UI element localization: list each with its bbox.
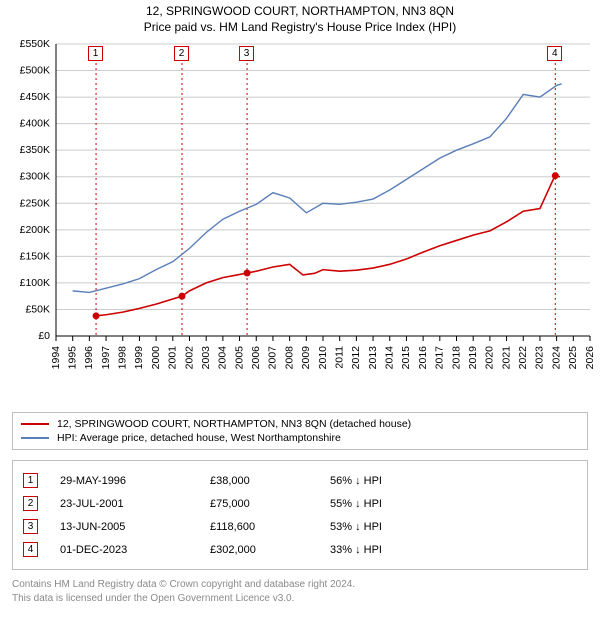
title-line-1: 12, SPRINGWOOD COURT, NORTHAMPTON, NN3 8…	[0, 4, 600, 18]
svg-text:2001: 2001	[167, 346, 179, 370]
event-number-box: 4	[23, 542, 38, 557]
svg-text:£250K: £250K	[20, 197, 50, 209]
svg-text:2007: 2007	[267, 346, 279, 370]
svg-text:£0: £0	[38, 330, 50, 342]
event-date: 23-JUL-2001	[60, 498, 210, 510]
svg-text:1999: 1999	[133, 346, 145, 370]
svg-text:2013: 2013	[367, 346, 379, 370]
svg-text:2006: 2006	[250, 346, 262, 370]
legend-label: HPI: Average price, detached house, West…	[57, 432, 341, 444]
event-hpi-diff: 55% ↓ HPI	[330, 498, 577, 510]
event-marker-2: 2	[174, 46, 189, 61]
event-number-box: 1	[23, 473, 38, 488]
svg-text:£150K: £150K	[20, 250, 50, 262]
svg-text:£400K: £400K	[20, 118, 50, 130]
event-marker-3: 3	[239, 46, 254, 61]
svg-text:2003: 2003	[200, 346, 212, 370]
table-row: 3 13-JUN-2005£118,60053% ↓ HPI	[23, 515, 577, 538]
svg-text:2018: 2018	[450, 346, 462, 370]
svg-text:£300K: £300K	[20, 171, 50, 183]
event-price: £118,600	[210, 521, 330, 533]
svg-text:1996: 1996	[83, 346, 95, 370]
svg-text:£100K: £100K	[20, 277, 50, 289]
svg-text:1997: 1997	[100, 346, 112, 370]
table-row: 4 01-DEC-2023£302,00033% ↓ HPI	[23, 538, 577, 561]
attribution-footer: Contains HM Land Registry data © Crown c…	[12, 578, 588, 605]
svg-text:2024: 2024	[550, 346, 562, 370]
event-number-box: 2	[23, 496, 38, 511]
svg-text:2022: 2022	[517, 346, 529, 370]
svg-text:2021: 2021	[500, 346, 512, 370]
svg-text:2009: 2009	[300, 346, 312, 370]
svg-text:2016: 2016	[417, 346, 429, 370]
footer-line-1: Contains HM Land Registry data © Crown c…	[12, 578, 588, 592]
chart-container: 12, SPRINGWOOD COURT, NORTHAMPTON, NN3 8…	[0, 0, 600, 605]
legend-label: 12, SPRINGWOOD COURT, NORTHAMPTON, NN3 8…	[57, 418, 411, 430]
svg-text:2012: 2012	[350, 346, 362, 370]
event-date: 29-MAY-1996	[60, 475, 210, 487]
svg-text:£500K: £500K	[20, 65, 50, 77]
legend-swatch	[21, 423, 49, 425]
svg-text:2002: 2002	[183, 346, 195, 370]
svg-text:£350K: £350K	[20, 144, 50, 156]
svg-text:2023: 2023	[534, 346, 546, 370]
event-number-box: 3	[23, 519, 38, 534]
svg-text:2008: 2008	[283, 346, 295, 370]
svg-text:2020: 2020	[484, 346, 496, 370]
svg-text:2010: 2010	[317, 346, 329, 370]
event-price: £75,000	[210, 498, 330, 510]
chart-area: £0 £50K £100K £150K £200K £250K £300K £350K £400…	[0, 36, 600, 406]
legend-swatch	[21, 437, 49, 439]
table-row: 2 23-JUL-2001£75,00055% ↓ HPI	[23, 492, 577, 515]
legend-item-0: 12, SPRINGWOOD COURT, NORTHAMPTON, NN3 8…	[21, 417, 579, 431]
svg-text:1998: 1998	[117, 346, 129, 370]
svg-text:2015: 2015	[400, 346, 412, 370]
legend: 12, SPRINGWOOD COURT, NORTHAMPTON, NN3 8…	[12, 412, 588, 450]
svg-text:2014: 2014	[384, 346, 396, 370]
svg-text:£450K: £450K	[20, 91, 50, 103]
svg-text:£50K: £50K	[25, 303, 50, 315]
event-price: £38,000	[210, 475, 330, 487]
event-table: 1 29-MAY-1996£38,00056% ↓ HPI 2 23-JUL-2001…	[12, 460, 588, 570]
event-price: £302,000	[210, 544, 330, 556]
svg-text:2000: 2000	[150, 346, 162, 370]
svg-text:2005: 2005	[233, 346, 245, 370]
svg-text:2019: 2019	[467, 346, 479, 370]
event-hpi-diff: 33% ↓ HPI	[330, 544, 577, 556]
event-hpi-diff: 53% ↓ HPI	[330, 521, 577, 533]
svg-text:2004: 2004	[217, 346, 229, 370]
title-block: 12, SPRINGWOOD COURT, NORTHAMPTON, NN3 8…	[0, 0, 600, 36]
svg-text:£200K: £200K	[20, 224, 50, 236]
table-row: 1 29-MAY-1996£38,00056% ↓ HPI	[23, 469, 577, 492]
event-date: 01-DEC-2023	[60, 544, 210, 556]
legend-item-1: HPI: Average price, detached house, West…	[21, 431, 579, 445]
event-hpi-diff: 56% ↓ HPI	[330, 475, 577, 487]
svg-text:2026: 2026	[584, 346, 596, 370]
event-marker-1: 1	[88, 46, 103, 61]
svg-text:2025: 2025	[567, 346, 579, 370]
svg-text:1995: 1995	[66, 346, 78, 370]
footer-line-2: This data is licensed under the Open Gov…	[12, 592, 588, 606]
event-marker-4: 4	[547, 46, 562, 61]
line-chart-svg: £0 £50K £100K £150K £200K £250K £300K £350K £400…	[0, 36, 600, 406]
title-line-2: Price paid vs. HM Land Registry's House …	[0, 20, 600, 34]
svg-text:2017: 2017	[434, 346, 446, 370]
svg-text:£550K: £550K	[20, 38, 50, 50]
svg-text:1994: 1994	[50, 346, 62, 370]
event-date: 13-JUN-2005	[60, 521, 210, 533]
svg-text:2011: 2011	[333, 346, 345, 369]
